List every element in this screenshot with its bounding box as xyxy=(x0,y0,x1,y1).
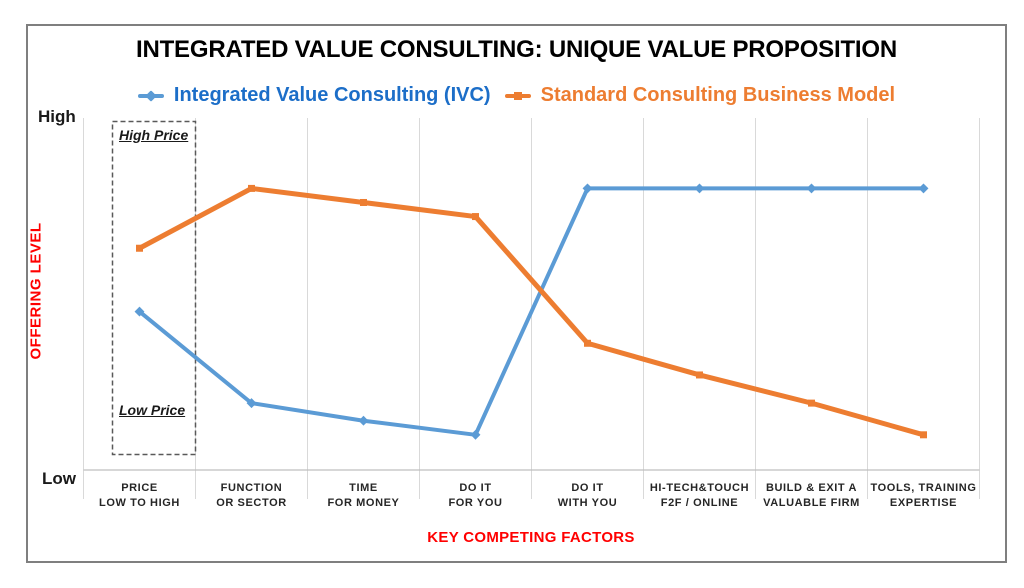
legend-item-standard: Standard Consulting Business Model xyxy=(504,84,896,107)
data-point-marker xyxy=(360,198,367,206)
data-point-marker xyxy=(694,183,705,194)
x-axis-label: PRICE LOW TO HIGH xyxy=(99,482,180,509)
x-axis-label: DO IT WITH YOU xyxy=(557,482,618,509)
y-axis-high-label: High xyxy=(38,107,76,126)
x-axis-label: HI-TECH&TOUCH F2F / ONLINE xyxy=(649,482,750,509)
low-price-annotation: Low Price xyxy=(119,402,186,418)
data-point-marker xyxy=(808,399,815,407)
data-point-marker xyxy=(136,244,143,252)
series-line-0 xyxy=(137,186,926,437)
data-point-marker xyxy=(920,431,927,439)
data-point-marker xyxy=(358,415,369,426)
x-axis-title: KEY COMPETING FACTORS xyxy=(427,529,635,546)
legend-item-ivc: Integrated Value Consulting (IVC) xyxy=(137,84,491,107)
legend-label-standard: Standard Consulting Business Model xyxy=(540,84,896,106)
data-point-marker xyxy=(584,339,591,347)
data-point-marker xyxy=(246,398,257,409)
data-point-marker xyxy=(582,183,593,194)
square-marker-icon xyxy=(513,91,522,100)
line-marker-icon xyxy=(504,91,531,100)
data-point-marker xyxy=(696,371,703,379)
x-axis-label: DO IT FOR YOU xyxy=(448,482,503,509)
price-range-dashed-box xyxy=(111,120,197,456)
data-point-marker xyxy=(806,183,817,194)
data-point-marker xyxy=(470,429,481,440)
chart-title: INTEGRATED VALUE CONSULTING: UNIQUE VALU… xyxy=(136,36,897,63)
legend-label-ivc: Integrated Value Consulting (IVC) xyxy=(173,84,491,106)
x-axis-label: FUNCTION OR SECTOR xyxy=(216,482,287,509)
high-price-annotation: High Price xyxy=(119,127,189,143)
legend: Integrated Value Consulting (IVC) Standa… xyxy=(26,84,1007,107)
series-line-1 xyxy=(137,185,926,438)
data-point-marker xyxy=(472,213,479,221)
x-axis-label: BUILD & EXIT A VALUABLE FIRM xyxy=(763,482,860,509)
data-point-marker xyxy=(134,306,145,317)
line-marker-icon xyxy=(137,89,164,102)
x-axis-label: TIME FOR MONEY xyxy=(327,482,400,509)
y-axis-low-label: Low xyxy=(42,469,76,488)
data-point-marker xyxy=(918,183,929,194)
x-axis-label: TOOLS, TRAINING EXPERTISE xyxy=(870,482,977,509)
data-point-marker xyxy=(248,184,255,192)
outer-frame xyxy=(26,24,1007,563)
